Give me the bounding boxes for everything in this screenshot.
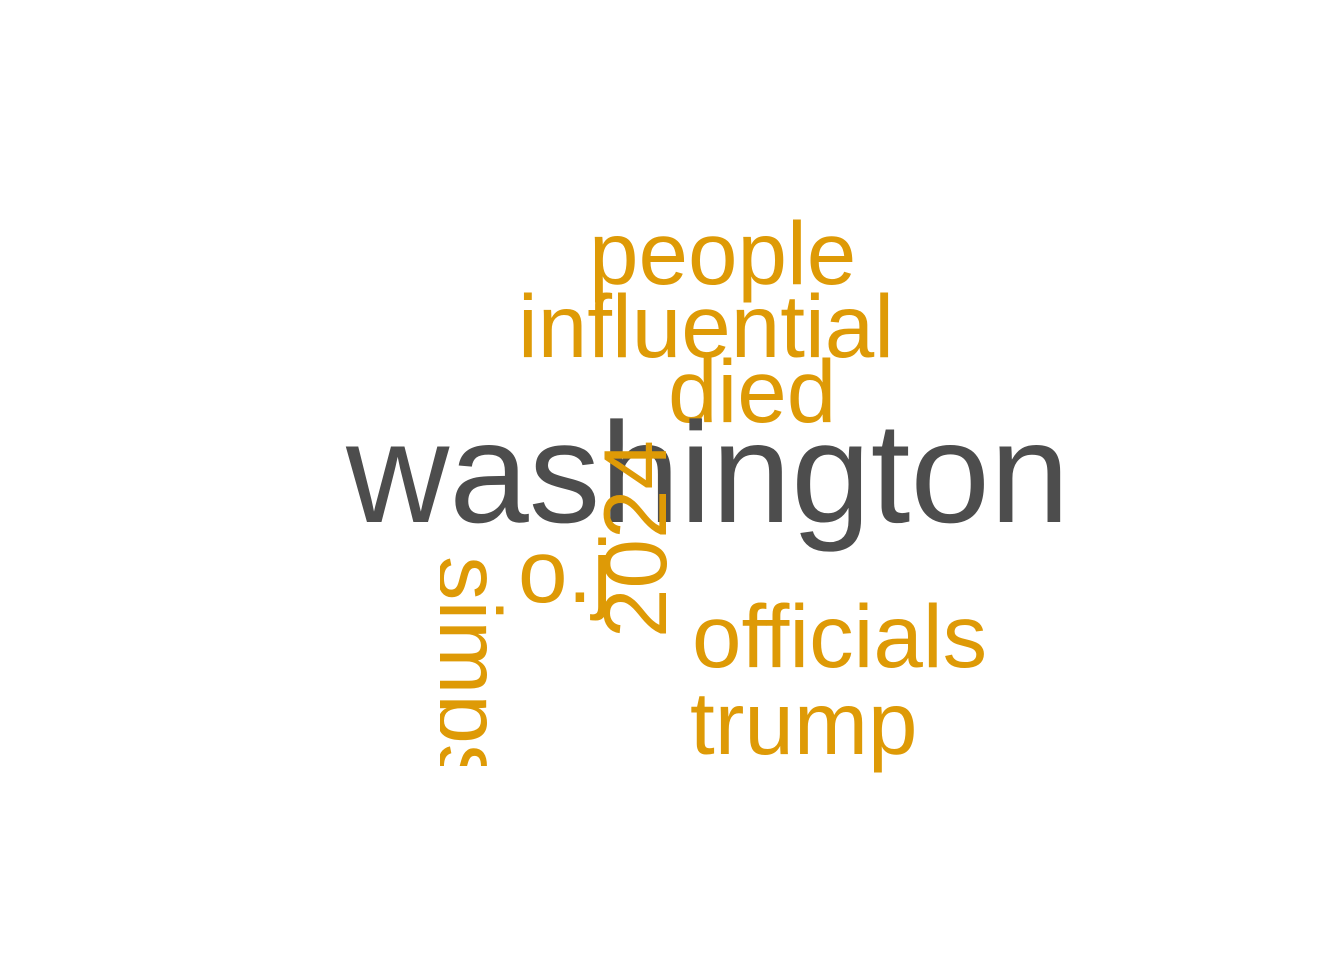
word-2024: 2024 — [585, 440, 685, 638]
word-influential: influential — [518, 276, 895, 376]
word-officials: officials — [692, 586, 988, 686]
word-oj: o.j — [518, 521, 612, 621]
word-died: died — [668, 341, 837, 441]
word-trump: trump — [690, 673, 918, 773]
word-washington: washington — [346, 394, 1070, 553]
word-people: people — [589, 203, 857, 303]
word-simpson: simpson — [440, 556, 520, 766]
word-simpson-clip: simpson — [440, 556, 520, 766]
